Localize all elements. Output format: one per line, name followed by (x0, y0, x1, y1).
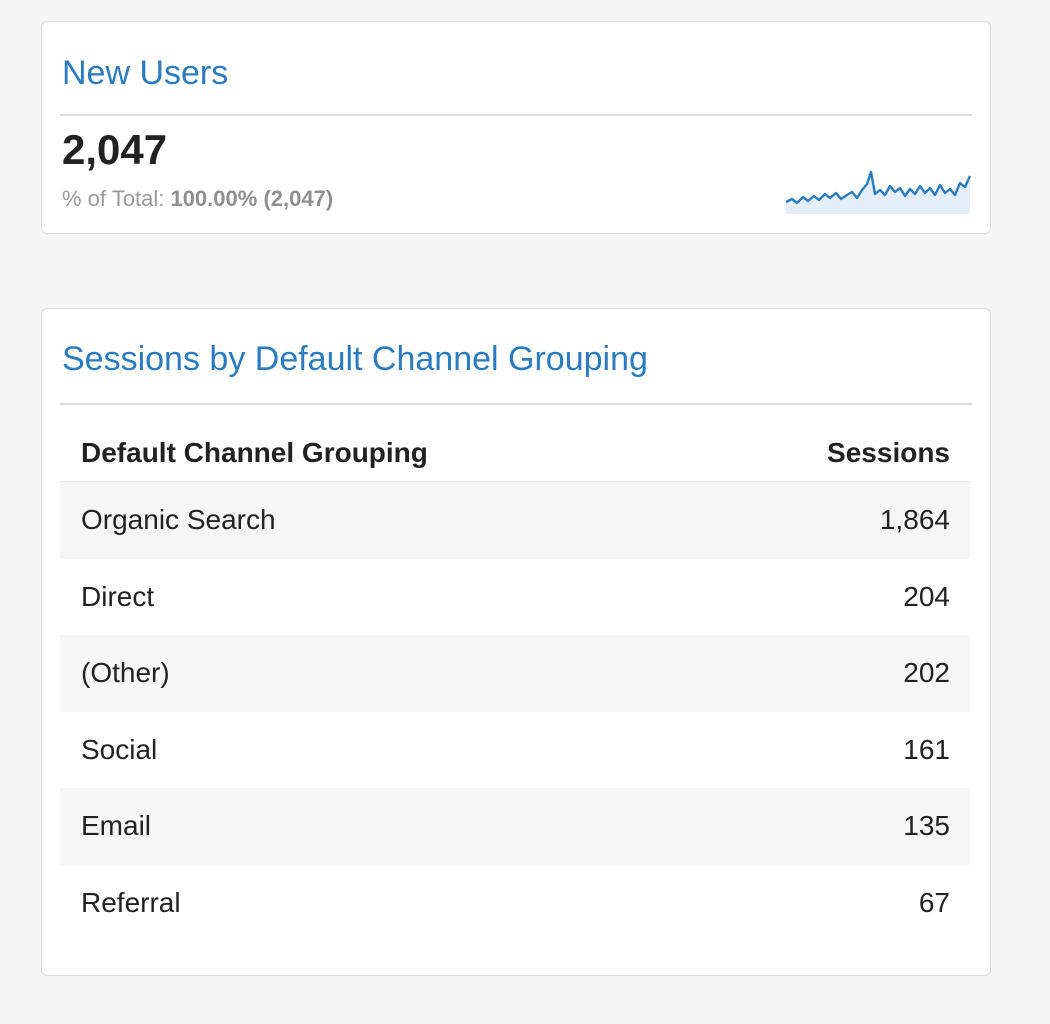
column-header-sessions[interactable]: Sessions (827, 437, 950, 468)
row-channel: Organic Search (81, 504, 276, 536)
row-sessions: 204 (903, 580, 950, 612)
row-channel: (Other) (81, 657, 170, 689)
row-channel: Direct (81, 580, 155, 612)
row-sessions: 1,864 (879, 504, 950, 536)
new-users-value: 2,047 (62, 126, 168, 173)
sparkline-line (785, 170, 972, 205)
row-sessions: 202 (903, 657, 950, 689)
row-sessions: 67 (918, 886, 950, 918)
sessions-title[interactable]: Sessions by Default Channel Grouping (62, 340, 648, 378)
table-row[interactable]: Direct 204 (60, 559, 970, 636)
percent-of-total-count: (2,047) (263, 186, 334, 211)
new-users-title[interactable]: New Users (62, 54, 229, 92)
row-channel: Social (81, 733, 158, 765)
column-header-channel[interactable]: Default Channel Grouping (81, 437, 428, 468)
percent-of-total-value: 100.00% (170, 186, 258, 211)
new-users-sparkline (785, 170, 972, 214)
table-row[interactable]: Referral 67 (60, 865, 970, 942)
sessions-card: Sessions by Default Channel Grouping Def… (41, 308, 991, 976)
table-row[interactable]: Organic Search 1,864 (60, 482, 970, 559)
percent-of-total-label: % of Total: (62, 186, 165, 211)
row-sessions: 161 (903, 733, 950, 765)
row-sessions: 135 (903, 810, 950, 842)
divider (60, 114, 972, 116)
table-header: Default Channel Grouping Sessions (60, 425, 970, 482)
divider (60, 403, 972, 405)
sessions-table: Default Channel Grouping Sessions Organi… (60, 425, 970, 941)
table-row[interactable]: Email 135 (60, 788, 970, 865)
row-channel: Email (81, 810, 152, 842)
percent-of-total: % of Total: 100.00% (2,047) (62, 186, 333, 212)
new-users-card: New Users 2,047 % of Total: 100.00% (2,0… (41, 21, 991, 234)
row-channel: Referral (81, 886, 181, 918)
table-row[interactable]: Social 161 (60, 712, 970, 789)
table-row[interactable]: (Other) 202 (60, 635, 970, 712)
